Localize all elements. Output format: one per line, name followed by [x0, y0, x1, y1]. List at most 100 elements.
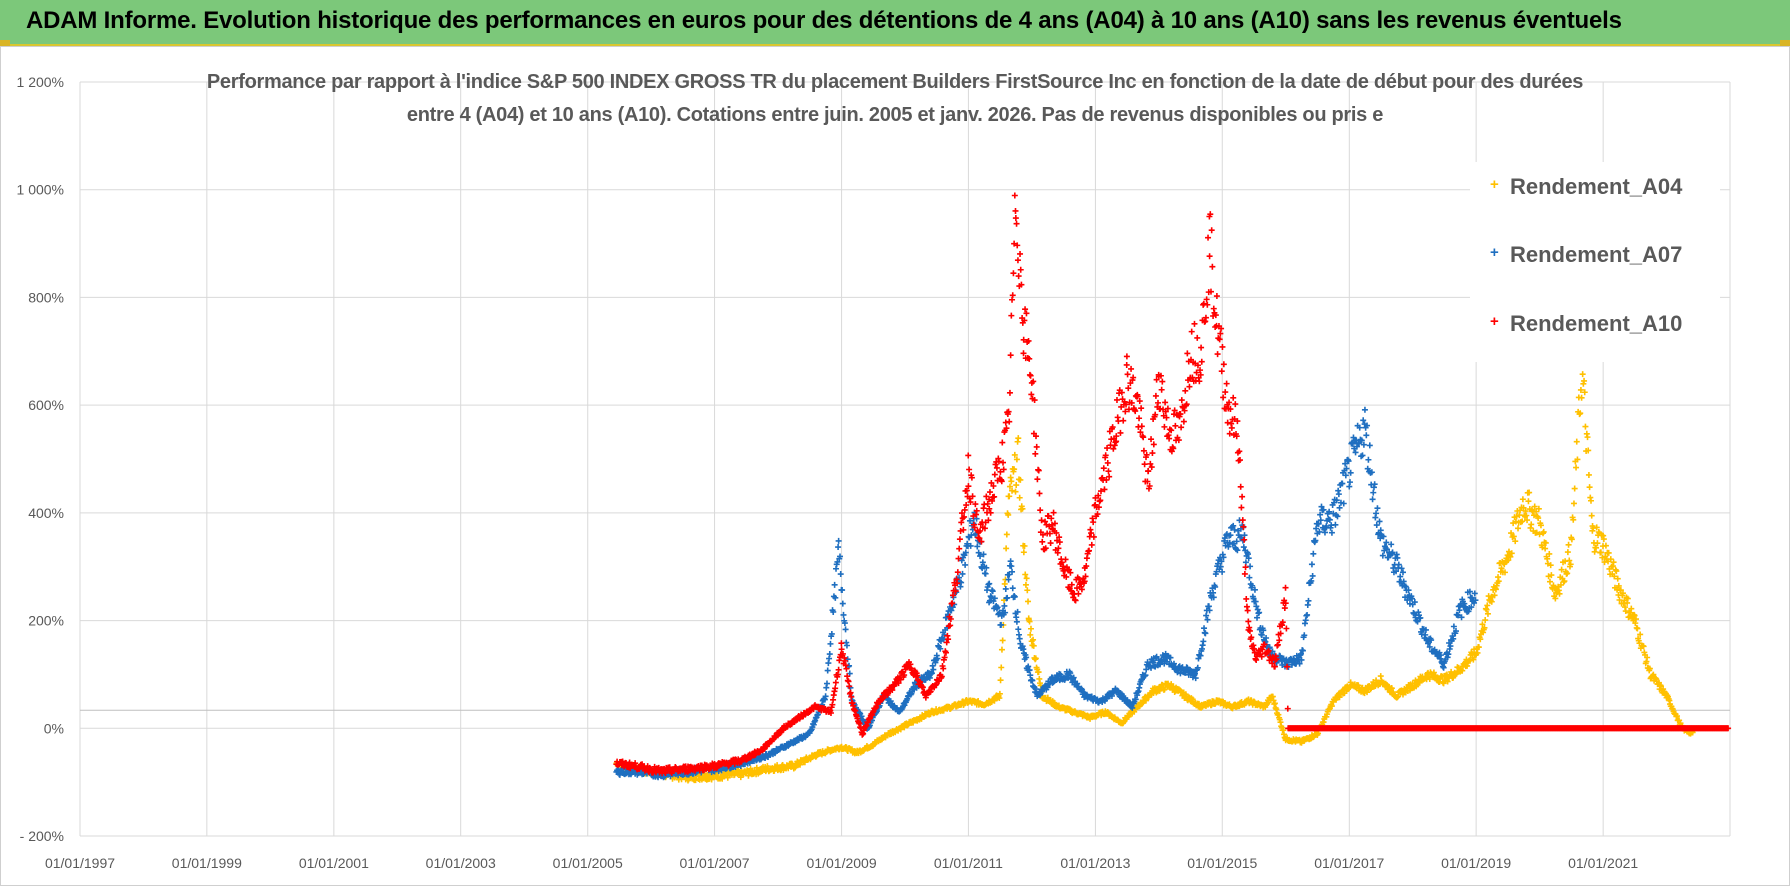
data-point	[977, 553, 984, 560]
data-point	[986, 505, 993, 512]
data-point	[1455, 612, 1462, 619]
data-point	[1426, 643, 1433, 650]
data-point	[1644, 654, 1651, 661]
data-point	[1332, 521, 1339, 528]
data-point	[1447, 643, 1454, 650]
data-point	[1230, 394, 1237, 401]
data-point	[1004, 594, 1011, 601]
data-point	[1243, 595, 1250, 602]
data-point	[1002, 609, 1009, 616]
data-point	[1305, 597, 1312, 604]
data-point	[1256, 609, 1263, 616]
data-point	[1358, 437, 1365, 444]
data-point	[1585, 471, 1592, 478]
data-point	[1388, 541, 1395, 548]
data-point	[1368, 469, 1375, 476]
data-point	[1003, 425, 1010, 432]
data-point	[1231, 526, 1238, 533]
data-point	[1150, 441, 1157, 448]
data-point	[1570, 516, 1577, 523]
data-point	[1017, 476, 1024, 483]
data-point	[1540, 528, 1547, 535]
data-point	[1519, 496, 1526, 503]
data-point	[965, 452, 972, 459]
data-point	[1068, 581, 1075, 588]
data-point	[1241, 570, 1248, 577]
data-point	[1395, 561, 1402, 568]
data-point	[1009, 585, 1016, 592]
data-point	[1218, 558, 1225, 565]
data-point	[1142, 672, 1149, 679]
x-tick-label: 01/01/2001	[299, 855, 369, 871]
data-point	[1100, 465, 1107, 472]
data-point	[1020, 336, 1027, 343]
data-point	[945, 636, 952, 643]
data-point	[1452, 628, 1459, 635]
data-point	[1309, 572, 1316, 579]
data-point	[832, 685, 839, 692]
data-point	[1593, 544, 1600, 551]
data-point	[1349, 440, 1356, 447]
data-point	[958, 510, 965, 517]
data-point	[1223, 380, 1230, 387]
data-point	[1083, 563, 1090, 570]
data-point	[840, 611, 847, 618]
data-point	[997, 677, 1004, 684]
data-point	[1414, 618, 1421, 625]
data-point	[1366, 442, 1373, 449]
data-point	[1074, 585, 1081, 592]
data-point	[1398, 565, 1405, 572]
data-point	[1501, 569, 1508, 576]
data-point	[1020, 350, 1027, 357]
data-point	[1206, 253, 1213, 260]
data-point	[1240, 523, 1247, 530]
data-point	[1296, 660, 1303, 667]
data-point	[1217, 563, 1224, 570]
data-point	[1213, 293, 1220, 300]
data-point	[1123, 401, 1130, 408]
data-point	[1042, 518, 1049, 525]
data-point	[1624, 595, 1631, 602]
data-point	[1600, 536, 1607, 543]
data-point	[1202, 630, 1209, 637]
data-point	[1297, 650, 1304, 657]
data-point	[1458, 614, 1465, 621]
data-point	[1022, 571, 1029, 578]
data-point	[1333, 497, 1340, 504]
data-point	[1570, 500, 1577, 507]
data-point	[1030, 378, 1037, 385]
data-point	[1039, 538, 1046, 545]
data-point	[1171, 407, 1178, 414]
x-tick-label: 01/01/2005	[553, 855, 623, 871]
data-point	[998, 478, 1005, 485]
data-point	[1025, 337, 1032, 344]
data-point	[1374, 505, 1381, 512]
data-point	[1014, 257, 1021, 264]
data-point	[1482, 617, 1489, 624]
data-point	[1029, 677, 1036, 684]
data-point	[1470, 656, 1477, 663]
data-point	[1157, 372, 1164, 379]
data-point	[1027, 672, 1034, 679]
data-point	[1237, 483, 1244, 490]
data-point	[1363, 432, 1370, 439]
data-point	[1140, 434, 1147, 441]
data-point	[986, 489, 993, 496]
data-point	[1399, 569, 1406, 576]
data-point	[1547, 562, 1554, 569]
data-point	[1010, 270, 1017, 277]
x-tick-label: 01/01/2003	[426, 855, 496, 871]
data-point	[1075, 590, 1082, 597]
data-point	[843, 665, 850, 672]
data-point	[999, 459, 1006, 466]
data-point	[1298, 656, 1305, 663]
data-point	[1212, 583, 1219, 590]
data-point	[842, 626, 849, 633]
data-point	[1180, 418, 1187, 425]
data-point	[1166, 435, 1173, 442]
data-point	[1094, 511, 1101, 518]
data-point	[1574, 456, 1581, 463]
data-point	[835, 544, 842, 551]
data-point	[1520, 504, 1527, 511]
data-point	[1479, 621, 1486, 628]
